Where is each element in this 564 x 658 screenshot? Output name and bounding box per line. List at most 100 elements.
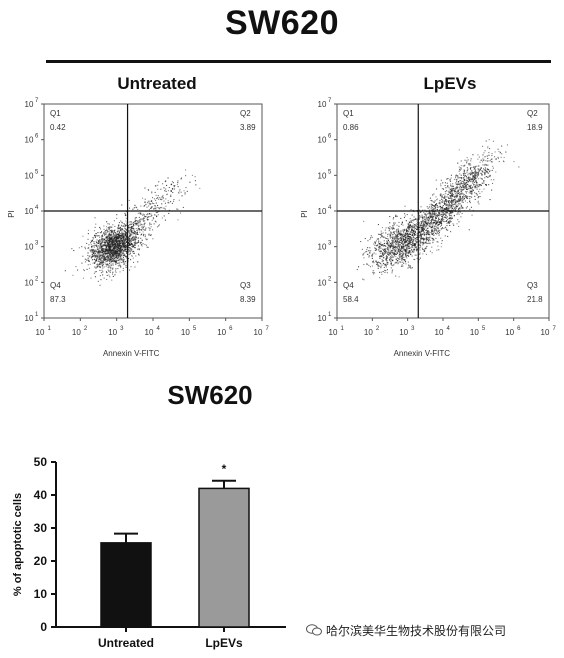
event-dot — [145, 215, 147, 217]
event-dot — [380, 244, 382, 246]
event-dot — [455, 182, 457, 184]
event-dot — [102, 234, 104, 236]
event-dot — [134, 242, 136, 244]
event-dot — [366, 248, 368, 250]
event-dot — [401, 237, 403, 239]
event-dot — [106, 256, 108, 258]
event-dot — [449, 180, 451, 182]
event-dot — [121, 241, 123, 243]
event-dot — [101, 252, 103, 254]
event-dot — [99, 236, 101, 238]
event-dot — [116, 256, 118, 258]
event-dot — [366, 263, 368, 265]
event-dot — [409, 236, 411, 238]
event-dot — [447, 200, 449, 202]
event-dot — [421, 228, 423, 230]
event-dot — [112, 237, 114, 239]
event-dot — [492, 182, 494, 184]
event-dot — [445, 214, 447, 216]
event-dot — [425, 241, 427, 243]
event-dot — [474, 184, 476, 186]
event-dot — [457, 192, 459, 194]
event-dot — [407, 232, 409, 234]
event-dot — [123, 249, 125, 251]
event-dot — [99, 255, 101, 257]
event-dot — [382, 244, 384, 246]
event-dot — [111, 245, 113, 247]
event-dot — [470, 188, 472, 190]
event-dot — [96, 242, 98, 244]
event-dot — [154, 207, 156, 209]
event-dot — [420, 234, 422, 236]
event-dot — [466, 167, 468, 169]
event-dot — [423, 221, 425, 223]
event-dot — [447, 235, 449, 237]
event-dot — [380, 271, 382, 273]
event-dot — [108, 244, 110, 246]
event-dot — [441, 212, 443, 214]
event-dot — [129, 226, 131, 228]
event-dot — [442, 214, 444, 216]
event-dot — [393, 241, 395, 243]
y-tick-exponent: 3 — [328, 241, 332, 247]
event-dot — [108, 240, 110, 242]
event-dot — [419, 216, 421, 218]
event-dot — [363, 252, 365, 254]
event-dot — [152, 217, 154, 219]
event-dot — [445, 201, 447, 203]
x-tick-label: 10 — [108, 328, 117, 337]
event-dot — [109, 238, 111, 240]
event-dot — [407, 233, 409, 235]
event-dot — [395, 238, 397, 240]
event-dot — [117, 257, 119, 259]
event-dot — [446, 178, 448, 180]
event-dot — [448, 209, 450, 211]
event-dot — [429, 211, 431, 213]
event-dot — [121, 249, 123, 251]
event-dot — [462, 193, 464, 195]
event-dot — [151, 192, 153, 194]
event-dot — [115, 271, 117, 273]
event-dot — [111, 234, 113, 236]
event-dot — [438, 211, 440, 213]
event-dot — [130, 233, 132, 235]
event-dot — [412, 232, 414, 234]
event-dot — [449, 207, 451, 209]
event-dot — [96, 263, 98, 265]
event-dot — [436, 221, 438, 223]
event-dot — [124, 226, 126, 228]
event-dot — [435, 220, 437, 222]
event-dot — [445, 193, 447, 195]
event-dot — [111, 229, 113, 231]
event-dot — [409, 233, 411, 235]
event-dot — [475, 165, 477, 167]
event-dot — [102, 271, 104, 273]
event-dot — [140, 244, 142, 246]
event-dot — [457, 177, 459, 179]
event-dot — [407, 252, 409, 254]
event-dot — [108, 254, 110, 256]
event-dot — [447, 190, 449, 192]
event-dot — [474, 166, 476, 168]
event-dot — [409, 237, 411, 239]
event-dot — [458, 221, 460, 223]
event-dot — [425, 223, 427, 225]
event-dot — [107, 249, 109, 251]
event-dot — [423, 225, 425, 227]
event-dot — [407, 261, 409, 263]
event-dot — [462, 197, 464, 199]
event-dot — [394, 253, 396, 255]
event-dot — [463, 188, 465, 190]
event-dot — [458, 225, 460, 227]
event-dot — [416, 241, 418, 243]
event-dot — [462, 186, 464, 188]
event-dot — [149, 222, 151, 224]
event-dot — [389, 216, 391, 218]
event-dot — [395, 240, 397, 242]
event-dot — [142, 231, 144, 233]
event-dot — [434, 220, 436, 222]
event-dot — [398, 247, 400, 249]
event-dot — [405, 255, 407, 257]
event-dot — [399, 235, 401, 237]
event-dot — [395, 216, 397, 218]
